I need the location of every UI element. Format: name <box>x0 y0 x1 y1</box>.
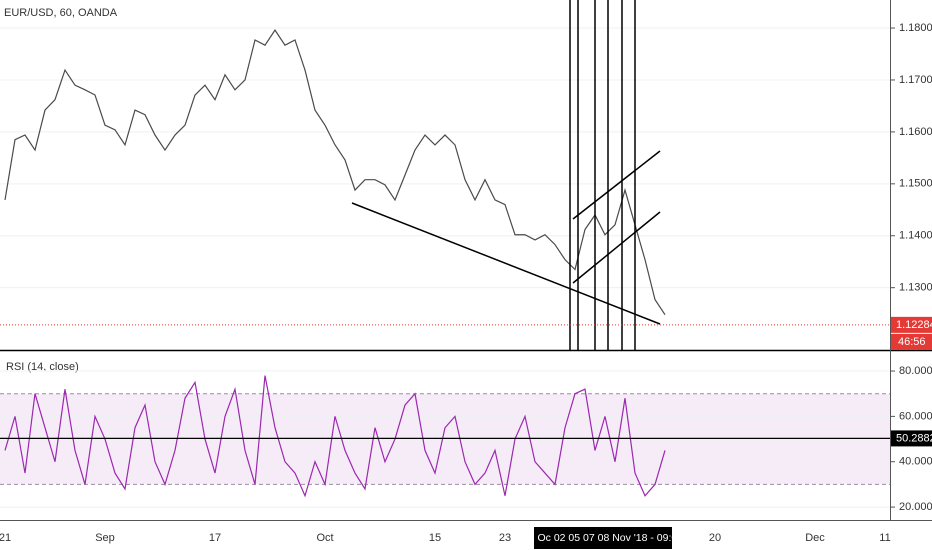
series-line <box>4 375 666 498</box>
crosshair-label: 31 Oc 02 05 07 08 Nov '18 - 09:00 <box>523 532 683 544</box>
rsi-title: RSI (14, close) <box>6 361 79 373</box>
series-line <box>4 29 666 316</box>
current-label: 50.2882 <box>896 432 932 444</box>
drawings <box>351 0 661 350</box>
y-tick-label: 1.18000 <box>899 22 932 34</box>
channel-line <box>572 211 661 284</box>
x-tick-label: 20 <box>709 532 721 544</box>
x-tick-label: 11 <box>879 532 890 544</box>
x-tick-label: 15 <box>429 532 441 544</box>
chart-title: EUR/USD, 60, OANDA <box>4 7 118 19</box>
last-price-box <box>891 316 932 333</box>
x-tick-label: 17 <box>209 532 221 544</box>
rsi-band <box>0 393 890 485</box>
x-tick-label: Oct <box>316 532 333 544</box>
crosshair-box <box>534 527 672 549</box>
x-tick-label: Sep <box>95 532 115 544</box>
y-tick-label: 1.16000 <box>899 126 932 138</box>
plot <box>0 27 890 508</box>
last-price-label: 1.12284 <box>896 319 932 331</box>
y-tick-label: 1.13000 <box>899 282 932 294</box>
y-tick-label: 40.0000 <box>899 456 932 468</box>
x-tick-label: 23 <box>499 532 511 544</box>
countdown-box <box>891 333 932 350</box>
countdown-label: 46:56 <box>898 336 926 348</box>
y-tick-label: 80.0000 <box>899 365 932 377</box>
channel-line <box>572 150 661 220</box>
y-tick-label: 1.17000 <box>899 74 932 86</box>
y-tick-label: 1.15000 <box>899 178 932 190</box>
x-tick-label: 21 <box>0 532 11 544</box>
y-tick-label: 1.14000 <box>899 230 932 242</box>
current-box <box>891 430 932 447</box>
x-tick-label: Dec <box>805 532 825 544</box>
y-tick-label: 20.0000 <box>899 501 932 513</box>
y-tick-label: 60.0000 <box>899 410 932 422</box>
